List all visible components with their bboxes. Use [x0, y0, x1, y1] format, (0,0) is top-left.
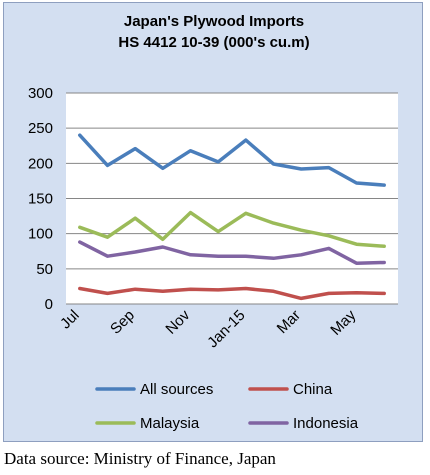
series-line-china: [78, 286, 386, 301]
legend-label-all-sources: All sources: [140, 381, 213, 398]
x-tick-label: Jul: [57, 307, 83, 333]
data-source-note: Data source: Ministry of Finance, Japan: [4, 449, 276, 468]
legend-label-malaysia: Malaysia: [140, 415, 200, 432]
chart-frame: Japan's Plywood Imports HS 4412 10-39 (0…: [3, 2, 423, 442]
x-tick-label: Mar: [274, 307, 304, 337]
y-tick-label: 300: [28, 85, 53, 102]
series-line-indonesia: [78, 240, 386, 265]
x-tick-label: Nov: [162, 306, 193, 337]
y-tick-label: 250: [28, 120, 53, 137]
y-tick-label: 0: [45, 296, 53, 313]
y-tick-label: 100: [28, 226, 53, 243]
series-line-malaysia: [78, 210, 386, 249]
x-tick-label: May: [327, 306, 359, 338]
chart-title-line-2: HS 4412 10-39 (000's cu.m): [118, 34, 310, 51]
line-chart: 0 50 100 150 200 250 300 Jul Sep Nov Jan-15 Mar May A…: [28, 85, 398, 432]
legend-label-china: China: [293, 381, 333, 398]
chart-title: Japan's Plywood Imports HS 4412 10-39 (0…: [4, 11, 424, 53]
legend-label-indonesia: Indonesia: [293, 415, 359, 432]
x-tick-label: Jan-15: [204, 307, 248, 351]
y-tick-label: 50: [36, 261, 53, 278]
y-tick-label: 200: [28, 155, 53, 172]
x-tick-label: Sep: [107, 307, 138, 338]
y-tick-label: 150: [28, 191, 53, 208]
series-line-all-sources: [78, 133, 386, 187]
chart-title-line-1: Japan's Plywood Imports: [123, 13, 305, 30]
